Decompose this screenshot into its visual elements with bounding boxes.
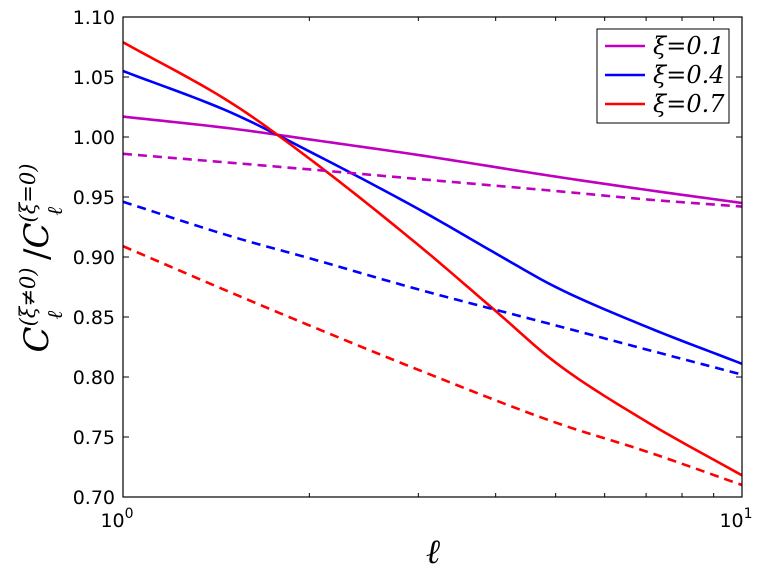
axis-labels: ℓ C(ξ≠0) ℓ /C(ξ=0) ℓ <box>16 164 440 572</box>
y-tick-label: 0.80 <box>73 367 115 389</box>
y-tick-label: 0.75 <box>73 427 115 449</box>
series-line-5-dashed <box>122 200 743 376</box>
legend-label: ξ=0.4 <box>653 61 725 89</box>
series-line-6-dashed <box>122 245 743 487</box>
legend-label: ξ=0.1 <box>653 32 725 60</box>
series-line-4-dashed <box>122 152 743 208</box>
series-line-2-solid <box>122 69 743 366</box>
legend: ξ=0.1ξ=0.4ξ=0.7 <box>596 28 730 124</box>
y-tick-label: 0.90 <box>73 247 115 269</box>
x-axis-label: ℓ <box>426 532 440 572</box>
y-tick-label: 0.95 <box>73 187 115 209</box>
legend-label: ξ=0.7 <box>653 90 725 118</box>
series-line-3-solid <box>122 41 743 477</box>
y-tick-label: 1.10 <box>73 7 115 29</box>
y-tick-label: 1.00 <box>73 127 115 149</box>
series-line-1-solid <box>122 115 743 205</box>
y-tick-label: 0.70 <box>73 487 115 509</box>
y-tick-label: 1.05 <box>73 67 115 89</box>
y-tick-label: 0.85 <box>73 307 115 329</box>
series-lines <box>122 41 743 487</box>
y-axis-label: C(ξ≠0) ℓ /C(ξ=0) ℓ <box>16 164 67 353</box>
